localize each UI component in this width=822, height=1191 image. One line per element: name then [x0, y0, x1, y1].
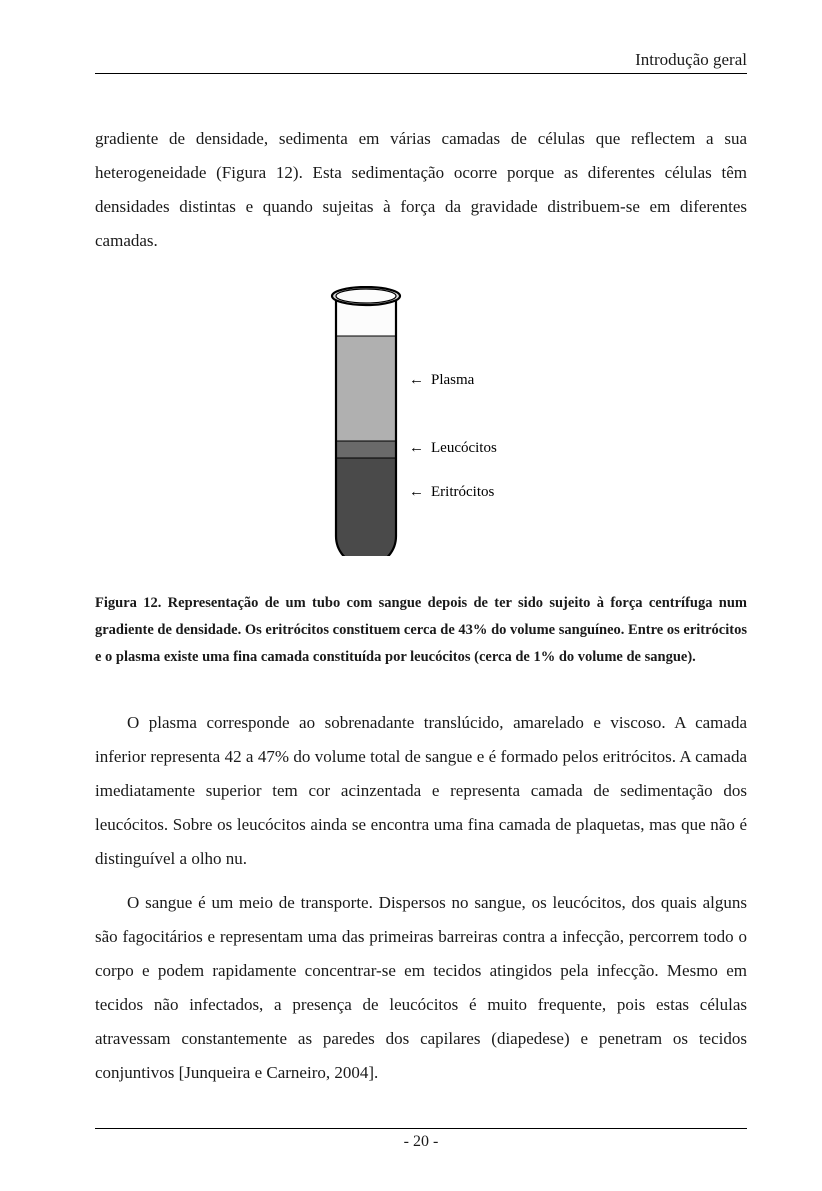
plasma-label: Plasma — [431, 372, 474, 389]
page-number: - 20 - — [404, 1133, 439, 1150]
paragraph-1: gradiente de densidade, sedimenta em vár… — [95, 122, 747, 258]
figure-caption: Figura 12. Representação de um tubo com … — [95, 590, 747, 670]
arrow-leuco: ← — [409, 440, 424, 457]
page-footer: - 20 - — [95, 1128, 747, 1151]
figure-12: ← Plasma ← Leucócitos ← Eritrócitos — [95, 286, 747, 566]
arrow-plasma: ← — [409, 372, 424, 389]
test-tube-diagram: ← Plasma ← Leucócitos ← Eritrócitos — [281, 286, 561, 566]
paragraph-3: O sangue é um meio de transporte. Disper… — [95, 886, 747, 1090]
running-header: Introdução geral — [95, 50, 747, 74]
paragraph-2: O plasma corresponde ao sobrenadante tra… — [95, 706, 747, 876]
tube-svg — [281, 286, 451, 556]
eritro-label: Eritrócitos — [431, 484, 494, 501]
arrow-eritro: ← — [409, 484, 424, 501]
section-title: Introdução geral — [635, 50, 747, 69]
leuco-label: Leucócitos — [431, 440, 497, 457]
